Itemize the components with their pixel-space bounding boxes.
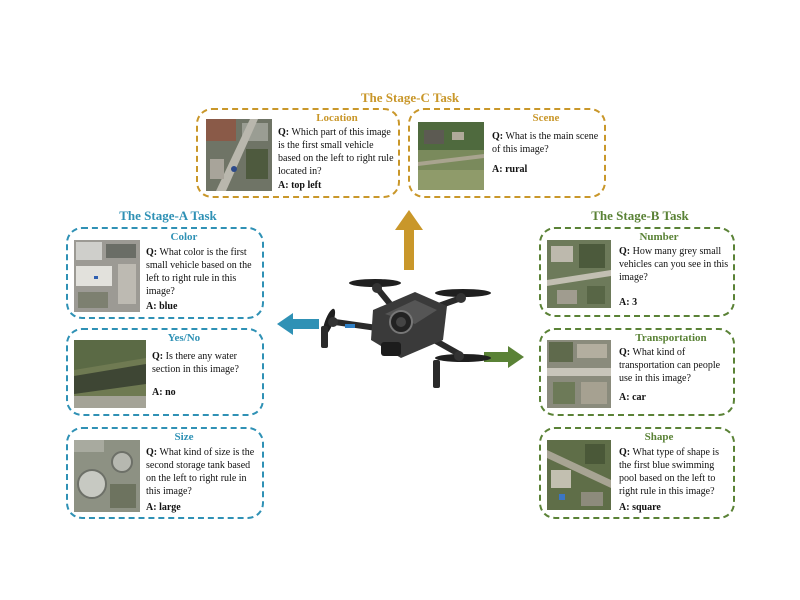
- question-body: How many grey small vehicles can you see…: [619, 246, 729, 283]
- arrow-right-icon: [484, 346, 524, 368]
- stage-b-card-number: Number Q: How many grey small vehicles c…: [539, 227, 735, 317]
- answer-label: A:: [146, 301, 157, 312]
- answer-value: no: [165, 387, 176, 398]
- answer-text: A: no: [152, 387, 260, 398]
- question-body: Is there any water section in this image…: [152, 351, 239, 375]
- answer-label: A:: [619, 297, 630, 308]
- answer-label: A:: [619, 392, 630, 403]
- card-category: Size: [174, 431, 194, 443]
- card-category: Shape: [644, 431, 674, 443]
- question-body: What kind of transportation can people u…: [619, 347, 721, 384]
- aerial-image-icon: [206, 119, 272, 191]
- card-category: Yes/No: [167, 332, 201, 344]
- question-text: Q: What type of shape is the first blue …: [619, 446, 733, 498]
- answer-text: A: large: [146, 502, 262, 513]
- aerial-image-icon: [547, 240, 611, 308]
- aerial-image-icon: [418, 122, 484, 190]
- question-label: Q:: [278, 127, 290, 138]
- arrow-left-icon: [277, 313, 319, 335]
- stage-c-card-scene: Scene Q: What is the main scene of this …: [408, 108, 606, 198]
- question-body: What color is the first small vehicle ba…: [146, 247, 252, 297]
- stage-c-card-location: Location Q: Which part of this image is …: [196, 108, 400, 198]
- aerial-image-icon: [547, 340, 611, 408]
- answer-label: A:: [146, 502, 157, 513]
- card-category: Scene: [532, 112, 560, 124]
- answer-text: A: rural: [492, 164, 602, 175]
- question-label: Q:: [619, 246, 631, 257]
- question-body: Which part of this image is the first sm…: [278, 127, 394, 177]
- card-category: Number: [639, 231, 679, 243]
- question-text: Q: What kind of transportation can peopl…: [619, 346, 733, 385]
- stage-b-card-transportation: Transportation Q: What kind of transport…: [539, 328, 735, 416]
- answer-text: A: square: [619, 502, 733, 513]
- question-body: What type of shape is the first blue swi…: [619, 447, 720, 497]
- answer-label: A:: [152, 387, 163, 398]
- aerial-image-icon: [74, 240, 140, 312]
- question-label: Q:: [619, 447, 631, 458]
- arrow-up-icon: [395, 210, 423, 270]
- answer-value: blue: [159, 301, 178, 312]
- stage-a-card-yesno: Yes/No Q: Is there any water section in …: [66, 328, 264, 416]
- answer-label: A:: [619, 502, 630, 513]
- question-label: Q:: [152, 351, 164, 362]
- answer-text: A: blue: [146, 301, 262, 312]
- card-category: Transportation: [635, 332, 707, 344]
- answer-value: square: [632, 502, 661, 513]
- question-text: Q: Is there any water section in this im…: [152, 350, 260, 376]
- question-label: Q:: [146, 247, 158, 258]
- question-label: Q:: [492, 131, 504, 142]
- stage-b-card-shape: Shape Q: What type of shape is the first…: [539, 427, 735, 519]
- question-text: Q: What kind of size is the second stora…: [146, 446, 262, 498]
- stage-a-card-size: Size Q: What kind of size is the second …: [66, 427, 264, 519]
- answer-value: rural: [505, 164, 528, 175]
- question-body: What is the main scene of this image?: [492, 131, 599, 155]
- answer-text: A: top left: [278, 180, 396, 191]
- stage-b-title: The Stage-B Task: [591, 208, 689, 223]
- stage-a-card-color: Color Q: What color is the first small v…: [66, 227, 264, 319]
- drone-icon: [315, 270, 505, 390]
- stage-a-title: The Stage-A Task: [119, 208, 217, 223]
- question-label: Q:: [619, 347, 631, 358]
- answer-value: car: [632, 392, 646, 403]
- answer-text: A: 3: [619, 297, 733, 308]
- answer-value: top left: [291, 180, 322, 191]
- aerial-image-icon: [74, 440, 140, 512]
- answer-label: A:: [492, 164, 503, 175]
- answer-value: large: [159, 502, 181, 513]
- question-text: Q: What is the main scene of this image?: [492, 130, 602, 156]
- answer-label: A:: [278, 180, 289, 191]
- question-text: Q: What color is the first small vehicle…: [146, 246, 262, 298]
- answer-text: A: car: [619, 392, 733, 403]
- aerial-image-icon: [547, 440, 611, 510]
- question-text: Q: Which part of this image is the first…: [278, 126, 396, 178]
- answer-value: 3: [632, 297, 638, 308]
- card-category: Color: [170, 231, 198, 243]
- question-text: Q: How many grey small vehicles can you …: [619, 245, 733, 284]
- card-category: Location: [316, 112, 358, 124]
- aerial-image-icon: [74, 340, 146, 408]
- question-body: What kind of size is the second storage …: [146, 447, 255, 497]
- question-label: Q:: [146, 447, 158, 458]
- stage-c-title: The Stage-C Task: [360, 90, 460, 105]
